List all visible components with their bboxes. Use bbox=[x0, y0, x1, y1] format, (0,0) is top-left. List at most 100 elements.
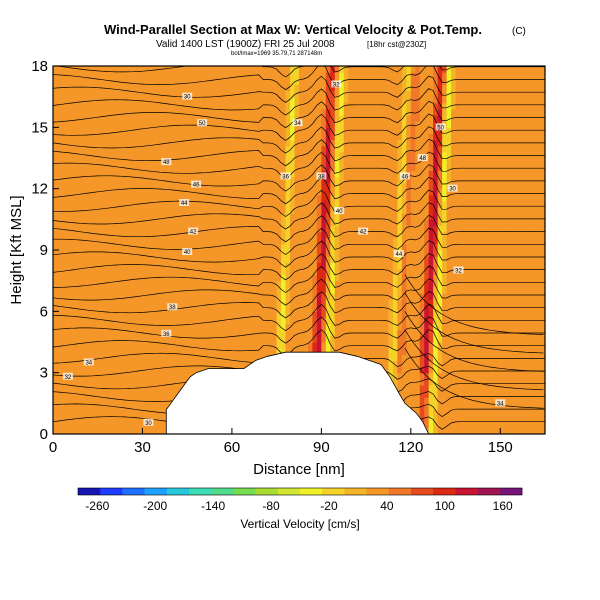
heatmap-cell bbox=[106, 292, 112, 300]
heatmap-cell bbox=[164, 397, 170, 404]
heatmap-cell bbox=[137, 262, 144, 269]
heatmap-cell bbox=[111, 108, 117, 116]
heatmap-cell bbox=[169, 200, 175, 208]
heatmap-cell bbox=[124, 231, 130, 239]
heatmap-cell bbox=[236, 170, 242, 177]
heatmap-cell bbox=[366, 348, 372, 355]
heatmap-cell bbox=[401, 158, 407, 165]
heatmap-cell bbox=[102, 188, 108, 196]
heatmap-cell bbox=[120, 133, 126, 141]
heatmap-cell bbox=[106, 243, 112, 251]
heatmap-cell bbox=[120, 84, 126, 92]
heatmap-cell bbox=[57, 133, 63, 141]
heatmap-cell bbox=[70, 84, 76, 92]
heatmap-cell bbox=[240, 250, 246, 257]
heatmap-cell bbox=[222, 354, 229, 361]
heatmap-cell bbox=[214, 108, 220, 116]
heatmap-cell bbox=[75, 286, 81, 294]
heatmap-cell bbox=[410, 219, 416, 227]
heatmap-cell bbox=[164, 145, 170, 153]
heatmap-cell bbox=[196, 219, 202, 227]
heatmap-cell bbox=[272, 329, 278, 337]
heatmap-cell bbox=[205, 115, 211, 122]
heatmap-cell bbox=[115, 348, 121, 355]
heatmap-cell bbox=[357, 158, 363, 165]
heatmap-cell bbox=[61, 427, 68, 434]
heatmap-cell bbox=[151, 286, 157, 294]
heatmap-cell bbox=[93, 421, 99, 429]
heatmap-cell bbox=[93, 286, 99, 294]
heatmap-cell bbox=[169, 292, 175, 300]
heatmap-cell bbox=[299, 286, 305, 294]
heatmap-cell bbox=[361, 292, 367, 300]
heatmap-cell bbox=[182, 127, 188, 135]
heatmap-cell bbox=[303, 66, 309, 73]
heatmap-cell bbox=[53, 250, 59, 257]
heatmap-cell bbox=[236, 335, 242, 343]
heatmap-cell bbox=[133, 372, 139, 380]
heatmap-cell bbox=[75, 360, 81, 368]
heatmap-cell bbox=[415, 78, 421, 85]
heatmap-cell bbox=[70, 378, 76, 386]
heatmap-cell bbox=[155, 256, 161, 263]
heatmap-cell bbox=[200, 188, 206, 196]
heatmap-cell bbox=[334, 311, 340, 319]
heatmap-cell bbox=[285, 213, 291, 220]
heatmap-cell bbox=[111, 243, 117, 251]
heatmap-cell bbox=[379, 262, 385, 269]
heatmap-cell bbox=[61, 121, 68, 128]
heatmap-cell bbox=[379, 268, 385, 276]
heatmap-cell bbox=[61, 139, 68, 147]
heatmap-cell bbox=[205, 207, 211, 214]
heatmap-cell bbox=[79, 397, 85, 404]
heatmap-cell bbox=[245, 115, 251, 122]
heatmap-cell bbox=[129, 231, 135, 239]
heatmap-cell bbox=[218, 311, 224, 319]
heatmap-cell bbox=[316, 329, 322, 337]
heatmap-cell bbox=[93, 96, 99, 104]
heatmap-cell bbox=[222, 133, 229, 141]
heatmap-cell bbox=[93, 329, 99, 337]
heatmap-cell bbox=[155, 268, 161, 276]
heatmap-cell bbox=[276, 151, 282, 159]
heatmap-cell bbox=[258, 317, 264, 325]
heatmap-cell bbox=[66, 397, 72, 404]
heatmap-cell bbox=[66, 219, 72, 227]
heatmap-cell bbox=[137, 182, 144, 190]
heatmap-cell bbox=[57, 397, 63, 404]
heatmap-cell bbox=[200, 225, 206, 233]
heatmap-cell bbox=[303, 151, 309, 159]
heatmap-cell bbox=[84, 397, 90, 404]
heatmap-cell bbox=[214, 311, 220, 319]
heatmap-cell bbox=[325, 250, 331, 257]
heatmap-cell bbox=[191, 305, 197, 312]
heatmap-cell bbox=[357, 311, 363, 319]
heatmap-cell bbox=[57, 403, 63, 411]
heatmap-cell bbox=[267, 250, 273, 257]
heatmap-cell bbox=[388, 182, 394, 190]
heatmap-cell bbox=[415, 354, 421, 361]
heatmap-cell bbox=[137, 256, 144, 263]
heatmap-cell bbox=[129, 360, 135, 368]
heatmap-cell bbox=[249, 176, 255, 184]
heatmap-cell bbox=[129, 139, 135, 147]
heatmap-cell bbox=[388, 145, 394, 153]
heatmap-cell bbox=[79, 237, 85, 245]
heatmap-cell bbox=[254, 115, 260, 122]
heatmap-cell bbox=[191, 237, 197, 245]
heatmap-cell bbox=[383, 102, 390, 110]
heatmap-cell bbox=[383, 164, 390, 171]
heatmap-cell bbox=[388, 139, 394, 147]
heatmap-cell bbox=[348, 182, 354, 190]
heatmap-cell bbox=[231, 84, 237, 92]
heatmap-cell bbox=[182, 84, 188, 92]
heatmap-cell bbox=[361, 182, 367, 190]
heatmap-cell bbox=[191, 84, 197, 92]
heatmap-cell bbox=[281, 335, 287, 343]
heatmap-cell bbox=[61, 145, 68, 153]
heatmap-cell bbox=[133, 360, 139, 368]
heatmap-cell bbox=[106, 372, 112, 380]
heatmap-cell bbox=[245, 139, 251, 147]
heatmap-cell bbox=[312, 182, 318, 190]
heatmap-cell bbox=[290, 170, 296, 177]
